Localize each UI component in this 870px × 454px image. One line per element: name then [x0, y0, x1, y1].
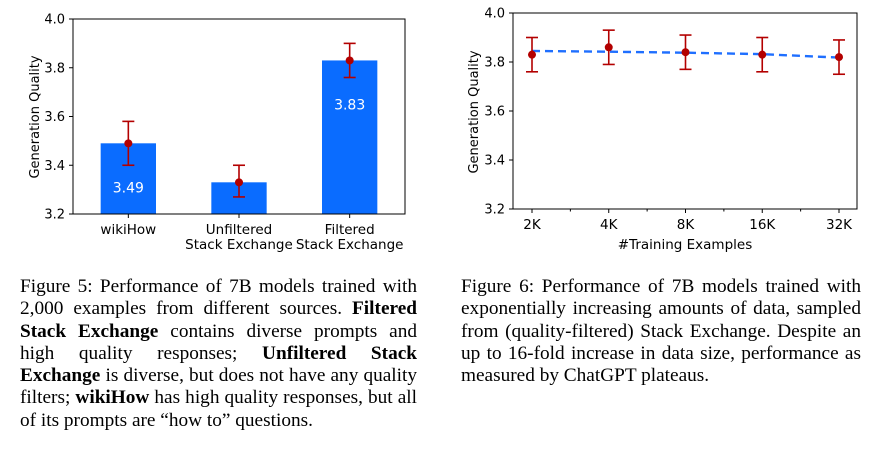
mean-marker	[124, 139, 133, 148]
y-tick-label: 3.2	[44, 208, 65, 223]
caption-bold: wikiHow	[75, 387, 150, 409]
y-tick-label: 3.8	[484, 56, 505, 71]
plot-frame	[512, 12, 858, 210]
y-tick-label: 3.4	[484, 154, 505, 169]
x-tick-label: 16K	[749, 217, 776, 233]
y-tick-label: 3.6	[484, 105, 505, 120]
caption-text: has high quality responses, but all of i…	[20, 387, 417, 431]
caption-bold: Unfiltered Stack Exchange	[20, 342, 417, 387]
x-axis-label: #Training Examples	[618, 237, 752, 253]
x-tick-label: Filtered	[325, 222, 375, 238]
figure-6: Generation Quality 3.2 3.4 3.6 3.8 4.0 2K 4K 8…	[440, 0, 870, 454]
x-tick-label: 4K	[600, 217, 619, 233]
data-point	[835, 53, 843, 62]
x-tick-label: Stack Exchange	[296, 237, 404, 253]
caption-text: Figure 5: Performance of 7B models train…	[20, 276, 417, 320]
x-tick-label: Stack Exchange	[185, 237, 293, 253]
data-point	[681, 48, 690, 57]
y-tick-label: 4.0	[44, 13, 65, 28]
bar-chart: Generation Quality 3.2 3.4 3.6 3.8 4.0 3.49 3…	[28, 13, 406, 253]
data-point	[758, 50, 767, 59]
mean-marker	[235, 178, 243, 187]
y-axis-label: Generation Quality	[467, 50, 482, 173]
bar-value-label: 3.49	[113, 180, 144, 196]
y-tick-label: 3.6	[44, 110, 65, 125]
data-point	[604, 43, 613, 52]
y-tick-label: 4.0	[484, 7, 505, 22]
caption-text: contains diverse prompts and high qualit…	[20, 320, 417, 364]
plot-frame	[72, 18, 406, 215]
bar-value-label: 3.83	[334, 97, 365, 113]
x-tick-label: 2K	[523, 217, 542, 233]
caption-text: is diverse, but does not have any qualit…	[20, 365, 417, 409]
y-tick-label: 3.4	[44, 159, 65, 174]
figure-5-caption: Figure 5: Performance of 7B models train…	[20, 276, 417, 432]
y-tick-label: 3.8	[44, 61, 65, 76]
x-tick-label: 32K	[826, 217, 853, 233]
x-tick-label: Unfiltered	[206, 222, 272, 238]
x-tick-label: 8K	[677, 217, 696, 233]
line-chart: Generation Quality 3.2 3.4 3.6 3.8 4.0 2K 4K 8…	[467, 7, 858, 253]
figure-5: Generation Quality 3.2 3.4 3.6 3.8 4.0 3.49 3…	[0, 0, 430, 454]
bar-value-label: 3.33	[223, 219, 254, 235]
bar	[322, 60, 378, 214]
y-axis-label: Generation Quality	[28, 55, 43, 178]
caption-bold: Filtered Stack Exchange	[20, 298, 417, 342]
mean-marker	[345, 56, 354, 65]
data-point	[528, 50, 536, 59]
x-tick-label: wikiHow	[100, 222, 156, 238]
figure-6-caption: Figure 6: Performance of 7B models train…	[461, 276, 861, 387]
y-tick-label: 3.2	[484, 203, 505, 218]
